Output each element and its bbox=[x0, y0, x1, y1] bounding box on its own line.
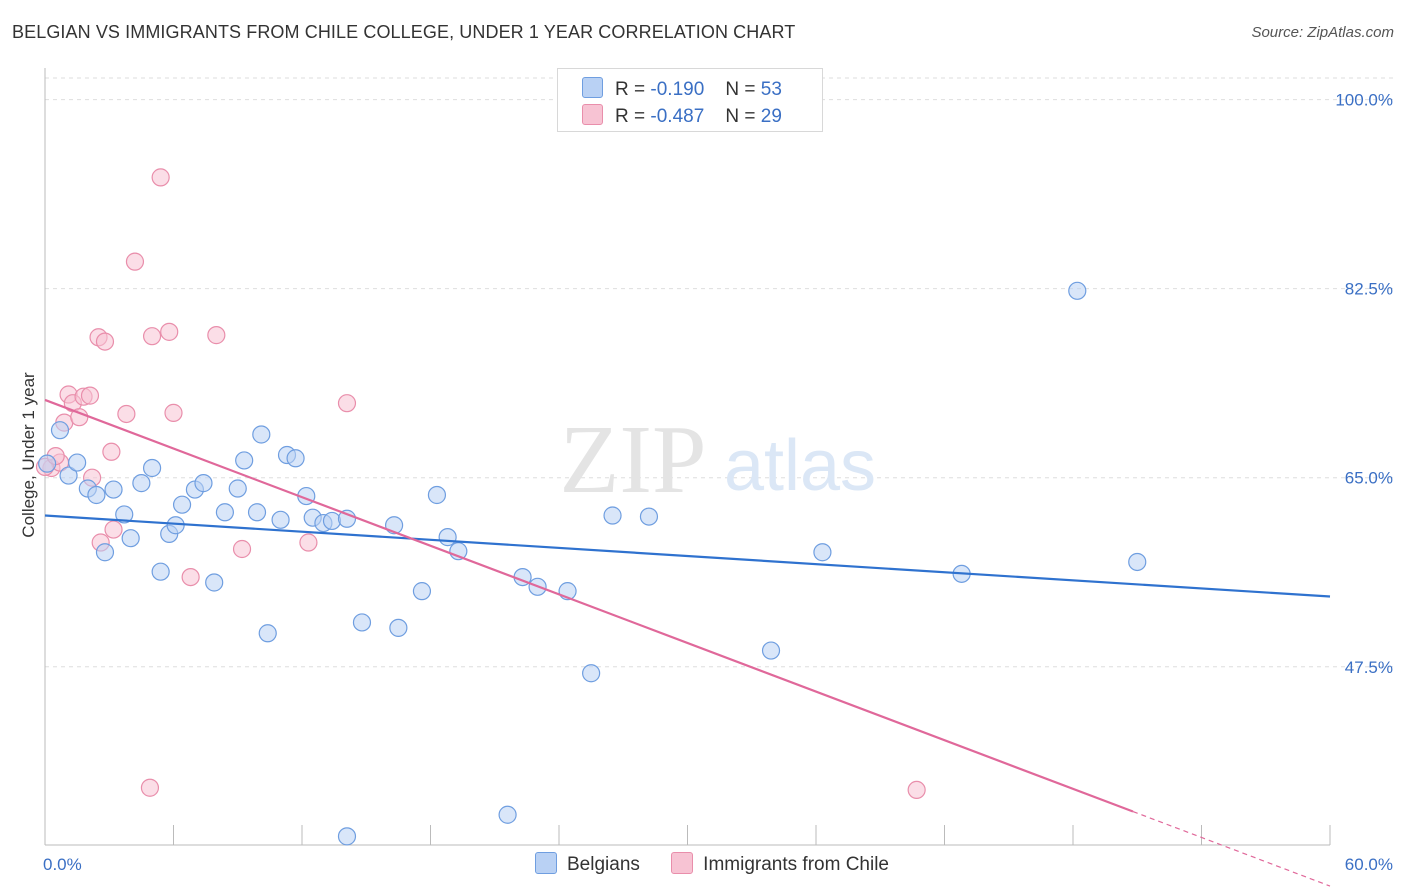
chile-point bbox=[125, 252, 145, 271]
belgian-point bbox=[132, 474, 151, 493]
belgian-point bbox=[194, 474, 213, 493]
x-tick-label: 0.0% bbox=[43, 855, 82, 874]
series-legend: Belgians Immigrants from Chile bbox=[535, 852, 915, 876]
watermark: ZIP atlas bbox=[560, 406, 877, 514]
chile-trend-line bbox=[44, 398, 1134, 813]
belgian-point bbox=[1128, 552, 1147, 572]
n-label: N = bbox=[725, 106, 756, 127]
r-value: -0.190 bbox=[650, 79, 705, 100]
belgian-point bbox=[59, 466, 78, 485]
belgian-point bbox=[271, 510, 290, 529]
belgian-point bbox=[50, 421, 70, 440]
chile-point bbox=[140, 778, 160, 797]
belgian-point bbox=[38, 454, 57, 473]
y-tick-label: 82.5% bbox=[1345, 280, 1393, 299]
belgian-point bbox=[352, 613, 372, 632]
y-tick-label: 100.0% bbox=[1335, 91, 1393, 110]
y-tick-label: 65.0% bbox=[1345, 469, 1393, 488]
belgian-point bbox=[412, 582, 432, 601]
chile-point bbox=[907, 780, 926, 800]
watermark-atlas: atlas bbox=[724, 426, 876, 506]
belgian-point bbox=[172, 495, 192, 514]
belgian-point bbox=[151, 562, 170, 581]
chile-point bbox=[142, 327, 162, 346]
y-tick-label: 47.5% bbox=[1345, 658, 1393, 677]
belgian-point bbox=[286, 449, 305, 468]
belgian-point bbox=[87, 485, 106, 505]
chile-point bbox=[151, 168, 170, 187]
gridlines bbox=[45, 77, 1395, 668]
legend-swatch-pink bbox=[582, 104, 603, 125]
belgian-point bbox=[104, 480, 123, 499]
belgian-point bbox=[121, 529, 140, 548]
belgian-point bbox=[603, 506, 622, 525]
belgian-point bbox=[582, 664, 601, 683]
belgian-point bbox=[427, 485, 447, 505]
belgian-point bbox=[142, 458, 162, 478]
source-label: Source: ZipAtlas.com bbox=[1251, 24, 1394, 41]
belgian-point bbox=[252, 425, 271, 444]
n-value: 29 bbox=[760, 106, 782, 127]
chile-point bbox=[232, 539, 252, 559]
chile-point bbox=[299, 533, 318, 552]
legend-swatch-blue bbox=[582, 77, 603, 98]
belgian-point bbox=[68, 453, 87, 472]
legend-row-belgians: R = -0.190 N = 53 bbox=[582, 77, 782, 103]
chart-title: BELGIAN VS IMMIGRANTS FROM CHILE COLLEGE… bbox=[12, 22, 796, 42]
chile-point bbox=[95, 332, 115, 351]
belgian-point bbox=[761, 641, 781, 660]
watermark-zip: ZIP bbox=[560, 406, 707, 514]
belgian-point bbox=[247, 503, 267, 522]
series-belgians bbox=[38, 281, 1147, 846]
legend-label: Immigrants from Chile bbox=[703, 854, 889, 875]
belgian-point bbox=[115, 505, 134, 524]
chile-point bbox=[117, 404, 136, 424]
chile-point bbox=[181, 567, 200, 587]
belgian-point bbox=[215, 503, 234, 522]
belgian-point bbox=[498, 805, 517, 824]
chile-point bbox=[207, 326, 226, 345]
belgian-point bbox=[258, 624, 277, 643]
belgian-point bbox=[95, 543, 115, 562]
tick-labels: 100.0% 82.5% 65.0% 47.5% 0.0% 60.0% bbox=[43, 91, 1393, 874]
chile-point bbox=[80, 386, 100, 405]
r-label: R = bbox=[615, 106, 646, 127]
trend-lines bbox=[44, 398, 1331, 887]
belgian-point bbox=[639, 507, 659, 526]
n-label: N = bbox=[725, 79, 756, 100]
belgian-point bbox=[1068, 281, 1087, 300]
legend-item-chile: Immigrants from Chile bbox=[671, 852, 889, 876]
belgian-point bbox=[337, 509, 357, 528]
belgian-point bbox=[228, 479, 247, 498]
r-label: R = bbox=[615, 79, 646, 100]
chile-trend-extension bbox=[1132, 810, 1331, 887]
belgian-point bbox=[337, 827, 357, 846]
belgian-point bbox=[235, 451, 254, 470]
legend-row-chile: R = -0.487 N = 29 bbox=[582, 104, 782, 130]
belgian-point bbox=[166, 516, 185, 535]
belgians-trend-line bbox=[44, 514, 1331, 598]
legend-item-belgians: Belgians bbox=[535, 852, 640, 876]
n-value: 53 bbox=[760, 79, 782, 100]
chile-point bbox=[160, 322, 179, 341]
legend-label: Belgians bbox=[567, 854, 640, 875]
y-axis-title: College, Under 1 year bbox=[19, 372, 38, 538]
chile-point bbox=[164, 403, 183, 422]
series-immigrants-from-chile bbox=[35, 168, 926, 800]
chile-point bbox=[337, 394, 357, 413]
chile-point bbox=[102, 442, 121, 461]
belgian-point bbox=[813, 543, 832, 562]
legend-swatch-pink bbox=[671, 852, 694, 874]
belgian-point bbox=[389, 618, 408, 637]
chile-point bbox=[104, 520, 123, 539]
legend-swatch-blue bbox=[535, 852, 557, 874]
belgian-point bbox=[205, 573, 224, 592]
r-value: -0.487 bbox=[650, 106, 705, 127]
axes bbox=[44, 68, 1331, 846]
x-tick-label: 60.0% bbox=[1345, 855, 1393, 874]
belgian-point bbox=[438, 528, 457, 547]
belgian-point bbox=[322, 511, 342, 531]
correlation-legend: R = -0.190 N = 53 R = -0.487 N = 29 bbox=[557, 68, 823, 132]
